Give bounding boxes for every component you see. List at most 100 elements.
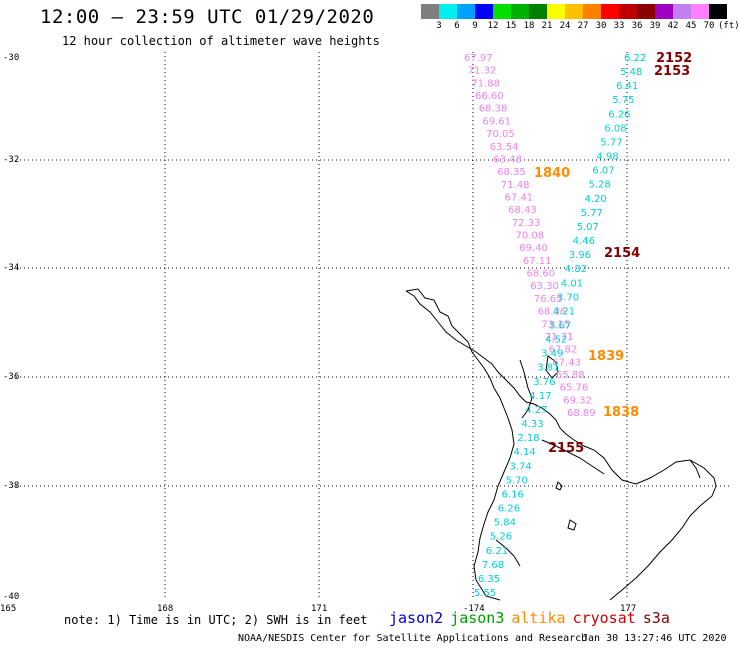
wave-height-color-scale [421,4,727,23]
wave-height-value: 3.70 [557,292,579,303]
color-swatch [511,4,529,19]
satellite-legend: jason2 jason3 altika cryosat s3a [389,609,677,627]
small-island-2 [555,481,563,491]
wave-height-value: 6.35 [478,574,500,585]
lon-label-165: 165 [0,604,17,614]
coastline [405,288,717,601]
wave-height-value: 70.05 [486,129,515,140]
wave-height-value: 68.60 [527,269,556,280]
taranaki-bight [495,539,521,567]
wave-height-value: 4.82 [565,264,587,275]
color-swatch [709,4,727,19]
wave-height-value: 4.17 [529,391,551,402]
wave-height-value: 71.48 [501,180,530,191]
color-swatch [565,4,583,19]
wave-height-value: 76.65 [534,294,563,305]
wave-height-value: 5.07 [577,222,599,233]
east-cape [689,459,701,479]
units-note: note: 1) Time is in UTC; 2) SWH is in fe… [64,613,368,627]
wave-height-value: 6.26 [608,109,630,120]
wave-height-value: 68.36 [538,307,567,318]
color-scale-label: 42 [667,21,679,31]
wave-height-value: 3.67 [549,321,571,332]
lat-label-34: -34 [3,263,20,273]
lon-label-174: -174 [463,604,485,614]
color-scale-label: 24 [559,21,571,31]
lat-label-38: -38 [3,481,20,491]
wave-height-value: 7.68 [482,560,504,571]
wave-height-value: 71.71 [545,332,574,343]
color-scale-label: 39 [649,21,661,31]
wave-height-value: 69.32 [563,395,592,406]
legend-jason3: jason3 [450,609,505,627]
color-scale-label: 70 [703,21,715,31]
wave-height-value: 3.49 [541,349,563,360]
color-swatch [421,4,439,19]
wave-height-value: 68.43 [508,205,537,216]
wave-height-value: 4.52 [545,335,567,346]
color-scale-label: 9 [472,21,478,31]
wave-height-value: 65.88 [556,370,585,381]
wave-height-value: 5.70 [506,475,528,486]
wave-height-value: 6.07 [592,166,614,177]
wave-height-value: 70.08 [516,231,545,242]
lat-label-32: -32 [3,155,20,165]
color-scale-label: 45 [685,21,697,31]
legend-jason2: jason2 [389,609,444,627]
wave-height-value: 3.76 [533,377,555,388]
wave-height-value: 4.14 [514,447,536,458]
lat-label-40: -40 [3,592,20,602]
jason3-wave-track: 6.22 5.48 6.41 5.75 6.26 6.08 5.77 4.98 6.07 5.28… [474,53,646,599]
wave-height-value: 63.54 [490,142,519,153]
wave-height-value: 68.38 [479,104,508,115]
wave-height-value: 5.77 [581,208,603,219]
generation-timestamp: Jan 30 13:27:46 UTC 2020 [582,633,727,644]
wave-height-value: 67.82 [549,345,578,356]
color-swatch [673,4,691,19]
color-swatch [547,4,565,19]
pass-label-2155: 2155 [548,441,584,456]
wave-height-value: 4.46 [573,236,595,247]
wave-height-value: 6.08 [604,123,626,134]
color-swatch [493,4,511,19]
wave-height-value: 69.40 [519,243,548,254]
wave-height-value: 6.26 [498,504,520,515]
color-scale-label: (ft) [718,21,740,31]
coromandel-peninsula [519,359,533,419]
wave-height-value: 4.21 [553,306,575,317]
wave-height-value: 66.60 [475,91,504,102]
wave-height-value: 71.88 [471,78,500,89]
legend-s3a: s3a [642,609,670,627]
wave-height-value: 3.74 [510,461,532,472]
legend-altika: altika [511,609,566,627]
pass-label-1838: 1838 [603,405,639,420]
lat-label-30: -30 [3,53,20,63]
color-swatch [475,4,493,19]
map-title: 12:00 – 23:59 UTC 01/29/2020 [40,6,375,28]
color-scale-label: 18 [523,21,535,31]
color-scale-label: 33 [613,21,625,31]
color-scale-label: 21 [541,21,553,31]
wave-height-value: 4.33 [521,419,543,430]
map-subtitle: 12 hour collection of altimeter wave hei… [62,34,380,48]
credit-line: NOAA/NESDIS Center for Satellite Applica… [238,633,588,644]
wave-height-value: 5.77 [600,138,622,149]
color-scale-label: 12 [487,21,499,31]
wave-height-value: 5.55 [474,588,496,599]
color-swatch [619,4,637,19]
lon-label-171: 171 [311,604,328,614]
wave-height-value: 72.33 [512,218,541,229]
wave-height-value: 3.96 [569,250,591,261]
color-swatch [637,4,655,19]
wave-height-value: 69.61 [482,116,511,127]
pass-label-1840: 1840 [534,166,570,181]
north-island-east-coast [405,290,717,601]
wave-height-value: 4.27 [525,405,547,416]
lon-label-168: 168 [157,604,174,614]
wave-height-value: 5.26 [490,532,512,543]
color-swatch [457,4,475,19]
pass-label-1839: 1839 [588,349,624,364]
north-island-west-coast [405,288,515,601]
